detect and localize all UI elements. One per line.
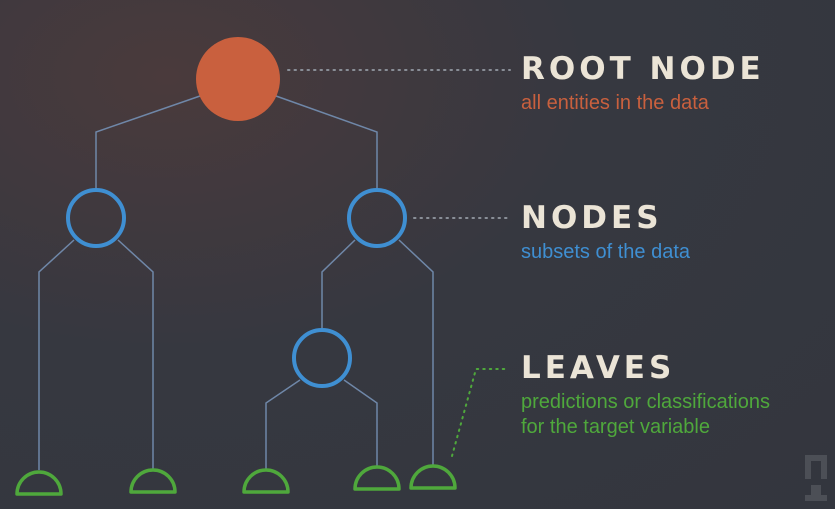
branch-root-left — [95, 95, 201, 190]
branch-left-node-leaf-2 — [117, 239, 154, 470]
leaf-4 — [353, 465, 401, 491]
nodes-title: NODES — [521, 200, 663, 236]
root-node-description: all entities in the data — [521, 92, 709, 114]
branch-inner-node-leaf-4 — [343, 379, 378, 468]
leaves-description-line-2: for the target variable — [521, 416, 710, 438]
branch-right-node-inner-node — [321, 239, 356, 330]
leaf-2 — [129, 468, 177, 494]
leaf-3 — [242, 468, 290, 494]
leaves-title: LEAVES — [521, 350, 676, 386]
branch-inner-node-leaf-3 — [265, 379, 301, 470]
root-node-circle — [196, 37, 280, 121]
leaves-description-line-1: predictions or classifications — [521, 391, 770, 413]
node-circle-right — [347, 188, 407, 248]
leaf-1 — [15, 470, 63, 496]
branch-right-node-leaf-5 — [398, 239, 434, 466]
node-circle-left — [66, 188, 126, 248]
leaves-label: LEAVES predictions or classifications fo… — [521, 353, 770, 440]
leaf-5 — [409, 464, 457, 490]
label-connectors — [287, 69, 511, 457]
root-node-label: ROOT NODE all entities in the data — [521, 54, 765, 116]
nodes-label: NODES subsets of the data — [521, 203, 690, 265]
tree-branches — [38, 95, 434, 470]
root-node-title: ROOT NODE — [521, 51, 765, 87]
node-circle-inner — [292, 328, 352, 388]
branch-left-node-leaf-1 — [38, 239, 75, 470]
leaves-description: predictions or classifications for the t… — [521, 390, 770, 440]
branch-root-right — [275, 95, 378, 190]
connector-leaves — [451, 368, 509, 457]
nodes-description: subsets of the data — [521, 241, 691, 263]
watermark-logo-icon — [805, 455, 827, 501]
